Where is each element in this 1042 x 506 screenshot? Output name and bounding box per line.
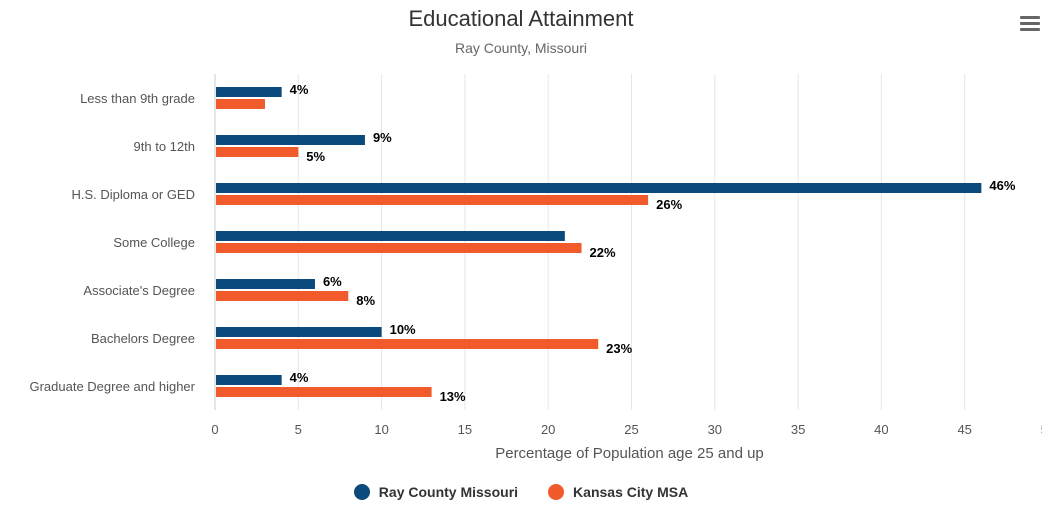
category-label: Bachelors Degree: [91, 331, 195, 346]
legend-label: Ray County Missouri: [378, 484, 519, 500]
legend-item[interactable]: Kansas City MSA: [548, 484, 688, 500]
bar-kansas-city: [216, 387, 432, 397]
category-label: Less than 9th grade: [80, 91, 195, 106]
bar-kansas-city: [216, 147, 299, 157]
data-label: 4%: [290, 82, 309, 97]
data-label: 23%: [606, 341, 632, 356]
data-label: 46%: [989, 178, 1015, 193]
x-tick-label: 5: [295, 422, 302, 437]
x-tick-label: 45: [957, 422, 971, 437]
menu-line: [1020, 16, 1040, 19]
data-label: 6%: [323, 274, 342, 289]
bar-kansas-city: [216, 291, 349, 301]
data-label: 22%: [590, 245, 616, 260]
bar-kansas-city: [216, 339, 599, 349]
x-tick-label: 25: [624, 422, 638, 437]
x-tick-label: 35: [791, 422, 805, 437]
hamburger-menu-icon[interactable]: [1020, 16, 1040, 34]
data-label: 13%: [440, 389, 466, 404]
x-tick-label: 30: [708, 422, 722, 437]
bar-ray-county: [216, 231, 565, 241]
category-label: H.S. Diploma or GED: [71, 187, 195, 202]
bar-ray-county: [216, 87, 282, 97]
x-tick-label: 20: [541, 422, 555, 437]
x-axis-title: Percentage of Population age 25 and up: [495, 445, 764, 462]
bar-kansas-city: [216, 195, 649, 205]
bar-kansas-city: [216, 243, 582, 253]
chart-title: Educational Attainment: [408, 6, 634, 31]
menu-line: [1020, 22, 1040, 25]
bar-ray-county: [216, 135, 365, 145]
data-label: 10%: [390, 322, 416, 337]
bar-ray-county: [216, 279, 315, 289]
chart-subtitle: Ray County, Missouri: [454, 40, 587, 56]
legend-label: Kansas City MSA: [573, 484, 689, 500]
x-tick-label: 50: [1041, 422, 1042, 437]
data-label: 26%: [656, 197, 682, 212]
x-tick-label: 0: [211, 422, 218, 437]
x-tick-label: 15: [458, 422, 472, 437]
bar-ray-county: [216, 183, 982, 193]
category-label: 9th to 12th: [134, 139, 195, 154]
bar-ray-county: [216, 375, 282, 385]
data-label: 4%: [290, 370, 309, 385]
legend: Ray County Missouri Kansas City MSA: [0, 484, 1042, 500]
data-label: 8%: [356, 293, 375, 308]
x-tick-label: 10: [374, 422, 388, 437]
legend-item[interactable]: Ray County Missouri: [353, 484, 519, 500]
bar-ray-county: [216, 327, 382, 337]
x-tick-label: 40: [874, 422, 888, 437]
category-label: Some College: [113, 235, 195, 250]
legend-marker-icon: [548, 484, 565, 500]
category-label: Graduate Degree and higher: [29, 379, 195, 394]
menu-line: [1020, 28, 1040, 31]
data-label: 5%: [306, 149, 325, 164]
category-label: Associate's Degree: [83, 283, 195, 298]
bar-kansas-city: [216, 99, 265, 109]
legend-marker-icon: [353, 484, 370, 500]
data-label: 9%: [373, 130, 392, 145]
